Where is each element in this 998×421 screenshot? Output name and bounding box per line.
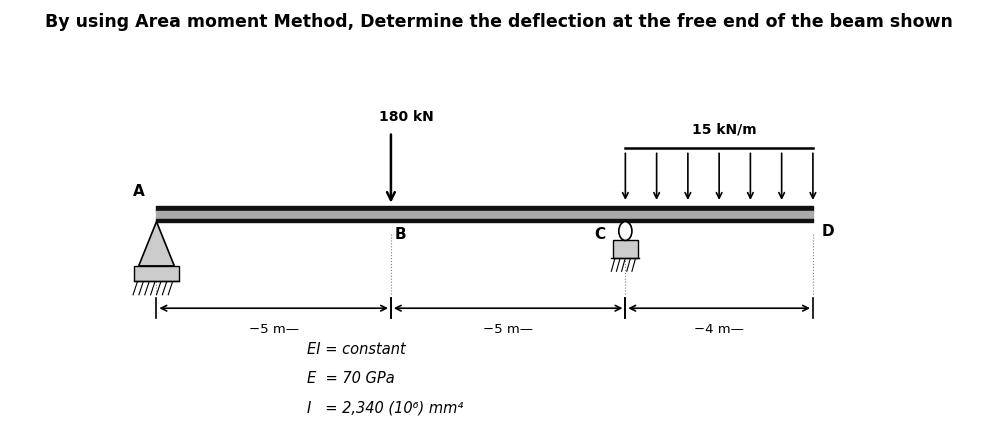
Text: A: A xyxy=(133,184,145,199)
Text: EI = constant: EI = constant xyxy=(306,342,405,357)
Text: −5 m—: −5 m— xyxy=(483,323,533,336)
Text: −4 m—: −4 m— xyxy=(695,323,745,336)
Bar xyxy=(613,240,638,258)
Text: By using Area moment Method, Determine the deflection at the free end of the bea: By using Area moment Method, Determine t… xyxy=(45,13,953,31)
Text: −5 m—: −5 m— xyxy=(249,323,298,336)
Text: 15 kN/m: 15 kN/m xyxy=(692,123,756,136)
Text: B: B xyxy=(394,227,406,242)
Text: 180 kN: 180 kN xyxy=(379,109,434,124)
Polygon shape xyxy=(139,221,175,266)
Text: C: C xyxy=(595,227,606,242)
Circle shape xyxy=(619,221,632,240)
Text: E  = 70 GPa: E = 70 GPa xyxy=(306,371,394,386)
Bar xyxy=(134,266,179,281)
Text: D: D xyxy=(821,224,834,239)
Text: I   = 2,340 (10⁶) mm⁴: I = 2,340 (10⁶) mm⁴ xyxy=(306,401,463,416)
